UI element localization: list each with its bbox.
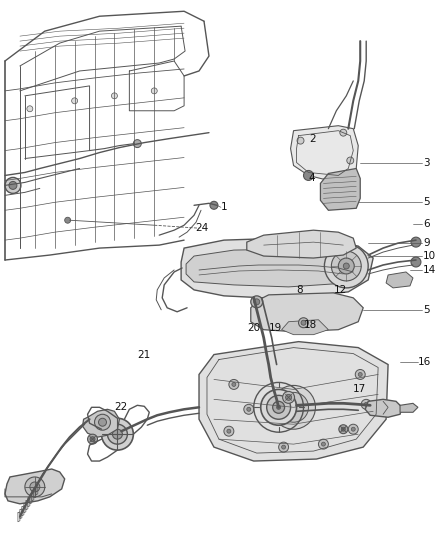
Circle shape bbox=[411, 257, 421, 267]
Text: 22: 22 bbox=[114, 402, 128, 413]
Circle shape bbox=[351, 427, 355, 431]
Circle shape bbox=[95, 414, 110, 430]
Text: 21: 21 bbox=[138, 350, 151, 360]
Text: 5: 5 bbox=[423, 197, 430, 207]
Circle shape bbox=[90, 437, 95, 442]
Circle shape bbox=[247, 407, 251, 411]
Circle shape bbox=[339, 425, 348, 434]
Circle shape bbox=[65, 217, 71, 223]
Polygon shape bbox=[365, 399, 402, 417]
Polygon shape bbox=[321, 168, 360, 211]
Circle shape bbox=[267, 395, 290, 419]
Circle shape bbox=[210, 201, 218, 209]
Circle shape bbox=[332, 251, 361, 281]
Circle shape bbox=[347, 157, 354, 164]
Text: 17: 17 bbox=[353, 384, 367, 394]
Circle shape bbox=[318, 439, 328, 449]
Text: 14: 14 bbox=[423, 265, 436, 275]
Text: 20: 20 bbox=[247, 322, 260, 333]
Text: 6: 6 bbox=[423, 219, 430, 229]
Circle shape bbox=[99, 418, 106, 426]
Circle shape bbox=[273, 401, 285, 413]
Polygon shape bbox=[5, 469, 65, 504]
Circle shape bbox=[254, 299, 260, 305]
Circle shape bbox=[321, 442, 325, 446]
Circle shape bbox=[151, 88, 157, 94]
Circle shape bbox=[244, 405, 254, 414]
Polygon shape bbox=[247, 230, 356, 258]
Polygon shape bbox=[386, 272, 413, 288]
Circle shape bbox=[301, 320, 306, 325]
Circle shape bbox=[229, 379, 239, 390]
Text: 10: 10 bbox=[423, 251, 436, 261]
Text: 18: 18 bbox=[304, 320, 317, 330]
Circle shape bbox=[358, 373, 362, 376]
Circle shape bbox=[232, 383, 236, 386]
Circle shape bbox=[282, 445, 286, 449]
Circle shape bbox=[343, 263, 349, 269]
Circle shape bbox=[348, 424, 358, 434]
Circle shape bbox=[272, 385, 315, 429]
Text: 12: 12 bbox=[333, 285, 346, 295]
Text: 3: 3 bbox=[423, 158, 430, 167]
Circle shape bbox=[283, 391, 294, 403]
Text: 5: 5 bbox=[423, 305, 430, 315]
Polygon shape bbox=[400, 403, 418, 413]
Circle shape bbox=[111, 93, 117, 99]
Circle shape bbox=[340, 129, 347, 136]
Circle shape bbox=[25, 477, 45, 497]
Polygon shape bbox=[251, 293, 363, 332]
Circle shape bbox=[5, 177, 21, 193]
Circle shape bbox=[304, 171, 314, 181]
Circle shape bbox=[355, 369, 365, 379]
Circle shape bbox=[277, 405, 281, 409]
Polygon shape bbox=[181, 238, 373, 298]
Circle shape bbox=[341, 427, 345, 431]
Text: 19: 19 bbox=[268, 322, 282, 333]
Circle shape bbox=[113, 429, 122, 439]
Text: 4: 4 bbox=[308, 173, 315, 183]
Circle shape bbox=[338, 258, 354, 274]
Circle shape bbox=[279, 442, 289, 452]
Circle shape bbox=[297, 137, 304, 144]
Circle shape bbox=[30, 482, 40, 492]
Polygon shape bbox=[199, 342, 388, 461]
Text: 1: 1 bbox=[221, 203, 227, 212]
Text: 9: 9 bbox=[423, 238, 430, 248]
Circle shape bbox=[364, 402, 368, 406]
Text: 8: 8 bbox=[297, 285, 303, 295]
Circle shape bbox=[251, 296, 263, 308]
Circle shape bbox=[9, 181, 17, 189]
Circle shape bbox=[107, 424, 127, 444]
Circle shape bbox=[299, 318, 308, 328]
Circle shape bbox=[133, 140, 141, 148]
Polygon shape bbox=[290, 126, 358, 181]
Circle shape bbox=[227, 429, 231, 433]
Circle shape bbox=[261, 390, 297, 425]
Circle shape bbox=[27, 106, 33, 112]
Text: 2: 2 bbox=[310, 134, 316, 143]
Circle shape bbox=[102, 418, 133, 450]
Circle shape bbox=[224, 426, 234, 436]
Polygon shape bbox=[83, 409, 120, 437]
Circle shape bbox=[279, 392, 308, 422]
Circle shape bbox=[325, 244, 368, 288]
Circle shape bbox=[72, 98, 78, 104]
Circle shape bbox=[361, 399, 371, 409]
Text: 16: 16 bbox=[418, 357, 431, 367]
Circle shape bbox=[286, 394, 292, 400]
Circle shape bbox=[411, 237, 421, 247]
Polygon shape bbox=[282, 320, 328, 335]
Circle shape bbox=[88, 434, 98, 444]
Text: 24: 24 bbox=[195, 223, 208, 233]
Polygon shape bbox=[186, 249, 363, 287]
